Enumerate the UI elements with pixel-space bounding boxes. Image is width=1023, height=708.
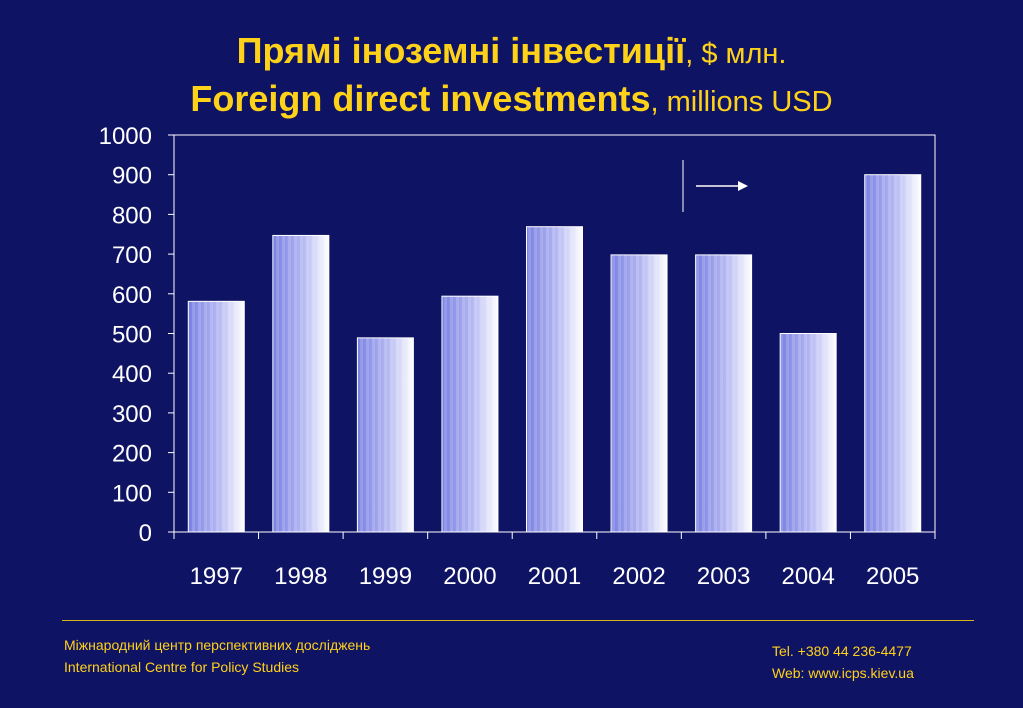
y-tick-label: 0 bbox=[139, 520, 152, 547]
title-en-unit: , millions USD bbox=[650, 86, 833, 118]
x-tick-label: 2004 bbox=[781, 563, 834, 590]
x-tick-label: 1997 bbox=[190, 563, 243, 590]
bar-stripes-1999 bbox=[357, 337, 414, 532]
website-text: Web: www.icps.kiev.ua bbox=[772, 665, 914, 681]
arrow-annotation bbox=[682, 160, 748, 212]
x-tick-label: 2005 bbox=[866, 563, 919, 590]
bar-stripes-2005 bbox=[864, 174, 921, 532]
y-tick-label: 100 bbox=[112, 480, 152, 507]
footer-organization: Міжнародний центр перспективних дослідже… bbox=[64, 634, 370, 678]
bar-stripes-2001 bbox=[526, 226, 583, 532]
x-axis-ticks: 1997 1998 1999 2000 2001 2002 2003 2004 2005 bbox=[173, 532, 936, 590]
y-tick-label: 400 bbox=[112, 361, 152, 388]
org-name-ukrainian: Міжнародний центр перспективних дослідже… bbox=[64, 637, 371, 653]
y-tick-label: 200 bbox=[112, 441, 152, 468]
bar-stripes-1997 bbox=[188, 301, 245, 532]
bar-stripes-2000 bbox=[441, 296, 498, 532]
bars-group bbox=[187, 174, 922, 533]
footer-divider bbox=[62, 620, 974, 621]
y-tick-label: 700 bbox=[112, 242, 152, 269]
bar-stripes-1998 bbox=[272, 235, 329, 533]
chart-title-ukrainian: Прямі іноземні інвестиції, $ млн. bbox=[0, 30, 1023, 72]
bar-stripes-2002 bbox=[611, 254, 668, 533]
chart-title-english: Foreign direct investments, millions USD bbox=[0, 78, 1023, 120]
y-tick-label: 500 bbox=[112, 322, 152, 349]
bar-stripes-2004 bbox=[780, 333, 837, 532]
title-en-main: Foreign direct investments bbox=[190, 78, 651, 119]
x-tick-label: 2002 bbox=[612, 563, 665, 590]
bar-stripes-2003 bbox=[695, 254, 752, 533]
y-tick-label: 1000 bbox=[99, 123, 152, 150]
y-tick-label: 900 bbox=[112, 163, 152, 190]
title-ua-unit: , $ млн. bbox=[685, 38, 787, 70]
x-tick-label: 2000 bbox=[443, 563, 496, 590]
footer-contacts: Tel. +380 44 236-4477 Web: www.icps.kiev… bbox=[772, 640, 914, 684]
y-axis-ticks: 0 100 200 300 400 500 600 700 800 900 1000 bbox=[99, 123, 174, 547]
org-name-english: International Centre for Policy Studies bbox=[64, 659, 300, 675]
x-tick-label: 1998 bbox=[274, 563, 327, 590]
phone-text: Tel. +380 44 236-4477 bbox=[772, 643, 912, 659]
arrow-right-icon bbox=[738, 181, 748, 191]
x-tick-label: 2003 bbox=[697, 563, 750, 590]
x-tick-label: 1999 bbox=[359, 563, 412, 590]
x-tick-label: 2001 bbox=[528, 563, 581, 590]
y-tick-label: 800 bbox=[112, 202, 152, 229]
title-ua-main: Прямі іноземні інвестиції bbox=[236, 30, 686, 71]
y-tick-label: 300 bbox=[112, 401, 152, 428]
y-tick-label: 600 bbox=[112, 282, 152, 309]
